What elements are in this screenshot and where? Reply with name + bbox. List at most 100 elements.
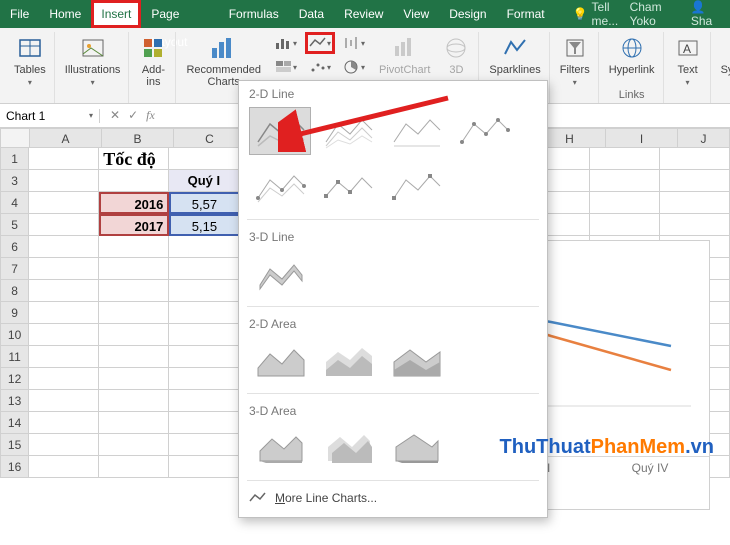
cell[interactable] <box>99 280 169 302</box>
cell[interactable] <box>169 346 239 368</box>
cell[interactable] <box>29 214 99 236</box>
addins-button[interactable]: Add- ins <box>137 32 169 90</box>
2d-area-option-3[interactable] <box>385 337 447 385</box>
cell[interactable] <box>99 412 169 434</box>
cell[interactable] <box>99 236 169 258</box>
tab-design[interactable]: Design <box>439 0 496 28</box>
cell[interactable] <box>169 368 239 390</box>
tab-formulas[interactable]: Formulas <box>219 0 289 28</box>
cell[interactable] <box>169 148 239 170</box>
cell[interactable] <box>29 258 99 280</box>
3d-line-option-1[interactable] <box>249 250 311 298</box>
line-chart-button[interactable]: ▾ <box>305 32 335 54</box>
line-chart-option-3[interactable] <box>385 107 447 155</box>
row-header[interactable]: 8 <box>0 280 29 302</box>
line-chart-option-6[interactable] <box>317 163 379 211</box>
hyperlink-button[interactable]: Hyperlink <box>607 32 657 78</box>
line-chart-option-2[interactable] <box>317 107 379 155</box>
row-header[interactable]: 11 <box>0 346 29 368</box>
stock-chart-button[interactable]: ▾ <box>339 32 369 54</box>
row-header[interactable]: 10 <box>0 324 29 346</box>
cell[interactable] <box>99 346 169 368</box>
tables-button[interactable]: Tables ▾ <box>12 32 48 89</box>
cell[interactable] <box>29 192 99 214</box>
line-chart-option-4[interactable] <box>453 107 515 155</box>
cell[interactable] <box>29 236 99 258</box>
tab-review[interactable]: Review <box>334 0 393 28</box>
2d-area-option-1[interactable] <box>249 337 311 385</box>
col-I[interactable]: I <box>606 128 678 148</box>
cell[interactable]: 5,15 <box>169 214 239 236</box>
row-header[interactable]: 4 <box>0 192 29 214</box>
2d-area-option-2[interactable] <box>317 337 379 385</box>
cell[interactable] <box>99 258 169 280</box>
cell[interactable] <box>29 434 99 456</box>
col-C[interactable]: C <box>174 128 246 148</box>
cell[interactable] <box>99 302 169 324</box>
cell[interactable] <box>169 302 239 324</box>
row-header[interactable]: 7 <box>0 258 29 280</box>
cell[interactable]: Tốc độ tăng tr <box>99 148 169 170</box>
cell[interactable] <box>169 324 239 346</box>
tab-format[interactable]: Format <box>497 0 555 28</box>
row-header[interactable]: 13 <box>0 390 29 412</box>
scatter-chart-button[interactable]: ▾ <box>305 56 335 78</box>
tab-home[interactable]: Home <box>39 0 91 28</box>
cell[interactable] <box>29 302 99 324</box>
tab-page-layout[interactable]: Page Layout <box>141 0 218 28</box>
row-header[interactable]: 6 <box>0 236 29 258</box>
cell[interactable] <box>169 236 239 258</box>
row-header[interactable]: 1 <box>0 148 29 170</box>
cell[interactable] <box>169 412 239 434</box>
cell[interactable] <box>99 324 169 346</box>
filters-button[interactable]: Filters ▾ <box>558 32 592 89</box>
row-header[interactable]: 5 <box>0 214 29 236</box>
cell[interactable] <box>29 390 99 412</box>
cell[interactable] <box>29 170 99 192</box>
row-header[interactable]: 15 <box>0 434 29 456</box>
tab-insert[interactable]: Insert <box>91 0 141 28</box>
cell[interactable] <box>99 434 169 456</box>
symbols-button[interactable]: Ω Symbols ▾ <box>719 32 730 89</box>
cancel-icon[interactable]: ✕ <box>110 108 120 123</box>
cell[interactable] <box>29 324 99 346</box>
3d-area-option-2[interactable] <box>317 424 379 472</box>
cell[interactable] <box>169 258 239 280</box>
col-A[interactable]: A <box>30 128 102 148</box>
select-all-corner[interactable] <box>0 128 30 148</box>
text-button[interactable]: A Text ▾ <box>672 32 704 89</box>
cell[interactable] <box>169 456 239 478</box>
cell[interactable] <box>99 170 169 192</box>
cell[interactable] <box>590 170 660 192</box>
cell[interactable] <box>29 368 99 390</box>
tab-view[interactable]: View <box>393 0 439 28</box>
cell[interactable]: 2017 <box>99 214 169 236</box>
cell[interactable] <box>169 390 239 412</box>
cell[interactable]: Quý I <box>169 170 239 192</box>
tab-file[interactable]: File <box>0 0 39 28</box>
cell[interactable] <box>590 214 660 236</box>
row-header[interactable]: 16 <box>0 456 29 478</box>
pie-chart-button[interactable]: ▾ <box>339 56 369 78</box>
cell[interactable] <box>29 148 99 170</box>
fx-icon[interactable]: fx <box>146 108 155 123</box>
row-header[interactable]: 12 <box>0 368 29 390</box>
cell[interactable] <box>169 280 239 302</box>
cell[interactable] <box>660 148 730 170</box>
col-J[interactable]: J <box>678 128 730 148</box>
share-button[interactable]: 👤 Sha <box>691 0 724 28</box>
line-chart-option-7[interactable] <box>385 163 447 211</box>
illustrations-button[interactable]: Illustrations ▾ <box>63 32 123 89</box>
tab-data[interactable]: Data <box>289 0 334 28</box>
cell[interactable]: 2016 <box>99 192 169 214</box>
cell[interactable]: 5,57 <box>169 192 239 214</box>
line-chart-option-1[interactable] <box>249 107 311 155</box>
cell[interactable] <box>590 192 660 214</box>
cell[interactable] <box>29 412 99 434</box>
cell[interactable] <box>660 170 730 192</box>
pivotchart-button[interactable]: PivotChart <box>377 32 432 78</box>
tell-me-search[interactable]: 💡 Tell me... <box>573 0 630 28</box>
enter-icon[interactable]: ✓ <box>128 108 138 123</box>
cell[interactable] <box>29 456 99 478</box>
row-header[interactable]: 14 <box>0 412 29 434</box>
